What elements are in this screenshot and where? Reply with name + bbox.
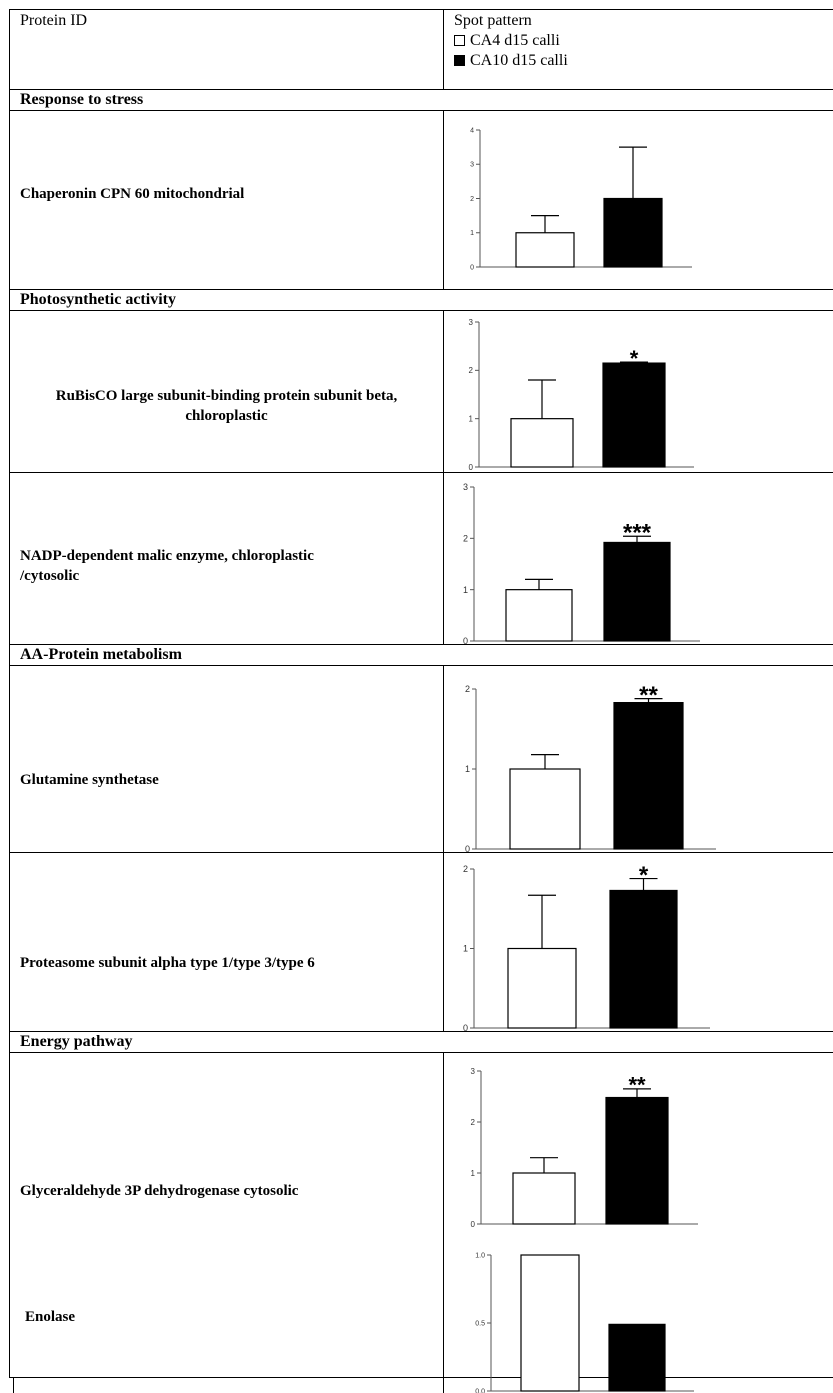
bar-ca4 [507, 947, 577, 1029]
row-divider [9, 665, 833, 666]
y-tick-label: 2 [463, 533, 468, 543]
bar-ca10 [609, 889, 678, 1029]
y-tick-label: 2 [469, 366, 474, 375]
row-divider [9, 89, 833, 90]
significance-label: * [630, 346, 639, 371]
y-tick-label: 4 [470, 127, 474, 134]
y-tick-label: 2 [465, 684, 470, 694]
significance-label: ** [628, 1073, 646, 1098]
protein-nadp-malic-enzyme-line1: NADP-dependent malic enzyme, chloroplast… [20, 548, 314, 564]
column-divider [443, 1052, 444, 1393]
row-divider [9, 1031, 833, 1032]
bar-ca10 [608, 1323, 666, 1392]
protein-enolase: Enolase [25, 1309, 76, 1325]
header-protein-id: Protein ID [20, 12, 88, 29]
y-tick-label: 1.0 [475, 1252, 485, 1259]
y-tick-label: 0 [471, 1220, 476, 1229]
bar-ca4 [509, 768, 581, 850]
y-tick-label: 0 [470, 264, 474, 271]
y-tick-label: 1 [469, 414, 474, 423]
y-tick-label: 0 [465, 844, 470, 854]
bar-ca10 [613, 701, 684, 850]
column-divider [443, 110, 444, 289]
bar-ca10 [603, 197, 663, 268]
y-tick-label: 3 [469, 318, 474, 327]
y-tick-label: 3 [471, 1067, 476, 1076]
protein-chaperonin: Chaperonin CPN 60 mitochondrial [20, 186, 245, 202]
protein-rubisco: RuBisCO large subunit-binding protein su… [55, 388, 398, 424]
bar-ca10 [603, 541, 671, 642]
row-divider [9, 1052, 833, 1053]
column-divider [443, 9, 444, 89]
legend-swatch-open-icon [454, 35, 465, 46]
y-tick-label: 1 [463, 944, 468, 954]
section-photosynthetic-activity: Photosynthetic activity [20, 291, 176, 308]
section-aa-protein-metabolism: AA-Protein metabolism [20, 646, 182, 663]
row-divider [9, 1377, 833, 1378]
protein-glutamine-synthetase: Glutamine synthetase [20, 772, 159, 788]
header-spot-pattern: Spot pattern [454, 12, 532, 29]
row-divider [9, 310, 833, 311]
y-tick-label: 1 [470, 230, 474, 237]
bar-ca4 [512, 1172, 576, 1225]
row-divider [9, 110, 833, 111]
legend-item-ca10: CA10 d15 calli [454, 52, 568, 70]
y-tick-label: 2 [463, 864, 468, 874]
legend-label: CA4 d15 calli [470, 32, 560, 49]
y-tick-label: 0 [469, 463, 474, 472]
row-divider [9, 472, 833, 473]
y-tick-label: 1 [471, 1169, 476, 1178]
section-energy-pathway: Energy pathway [20, 1033, 133, 1050]
legend-item-ca4: CA4 d15 calli [454, 32, 560, 50]
column-divider [443, 310, 444, 644]
section-response-to-stress: Response to stress [20, 91, 144, 108]
y-tick-label: 1 [463, 585, 468, 595]
table-border-top [9, 9, 833, 10]
y-tick-label: 2 [470, 196, 474, 203]
row-divider [9, 289, 833, 290]
row-divider [9, 852, 833, 853]
y-tick-label: 3 [470, 162, 474, 169]
column-divider [443, 665, 444, 1031]
y-tick-label: 0 [463, 1023, 468, 1033]
protein-proteasome: Proteasome subunit alpha type 1/type 3/t… [20, 955, 315, 971]
y-tick-label: 0.5 [475, 1320, 485, 1327]
bar-ca10 [605, 1096, 669, 1225]
legend-swatch-filled-icon [454, 55, 465, 66]
significance-label: ** [639, 682, 658, 709]
bar-ca4 [505, 589, 573, 642]
y-tick-label: 1 [465, 764, 470, 774]
bar-ca10 [602, 362, 666, 468]
row-divider [9, 644, 833, 645]
y-tick-label: 0.0 [475, 1388, 485, 1393]
bar-ca4 [520, 1254, 580, 1392]
y-tick-label: 0 [463, 636, 468, 646]
protein-gapdh: Glyceraldehyde 3P dehydrogenase cytosoli… [20, 1183, 299, 1199]
significance-label: *** [623, 520, 652, 547]
y-tick-label: 3 [463, 482, 468, 492]
y-tick-label: 2 [471, 1118, 476, 1127]
legend-label: CA10 d15 calli [470, 52, 568, 69]
significance-label: * [639, 862, 649, 889]
protein-nadp-malic-enzyme-line2: /cytosolic [20, 568, 80, 584]
bar-ca4 [510, 418, 574, 468]
table-border-left [9, 9, 10, 1377]
table-border-left-lower [13, 1378, 14, 1393]
bar-ca4 [515, 232, 575, 268]
